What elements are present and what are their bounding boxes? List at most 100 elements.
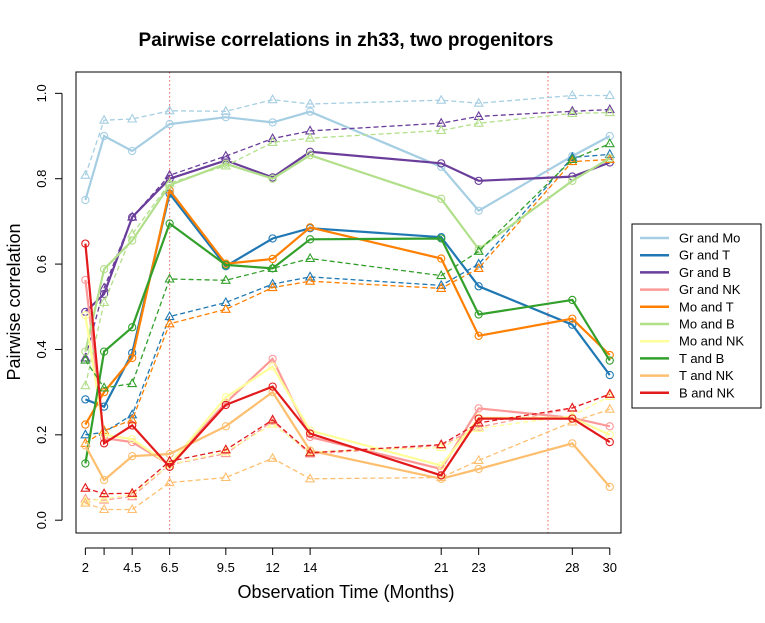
y-tick-label-1: 0.2 [34, 426, 49, 444]
point-triangle-1-8 [473, 258, 484, 268]
point-triangle-8-10 [604, 403, 615, 413]
y-axis: 0.0 0.2 0.4 0.6 0.8 1.0 [34, 84, 63, 529]
point-circle-5-10 [605, 154, 614, 163]
point-triangle-4-6 [304, 275, 316, 285]
point-triangle-0-5 [267, 94, 278, 104]
y-tick-label-2: 0.4 [34, 340, 49, 358]
point-triangle-0-4 [220, 105, 231, 115]
y-tick-label-4: 0.8 [34, 170, 49, 188]
point-triangle-7-1 [98, 382, 110, 392]
point-triangle-9-5 [267, 414, 278, 424]
point-circle-7-2 [128, 323, 137, 332]
point-circle-2-8 [474, 176, 483, 185]
point-triangle-4-2 [127, 414, 138, 424]
point-triangle-5-6 [304, 132, 316, 142]
series-8 [80, 387, 615, 514]
series-solid-line-0 [84, 110, 611, 213]
point-triangle-1-10 [604, 148, 615, 158]
point-triangle-0-2 [127, 113, 138, 123]
point-circle-1-10 [605, 370, 614, 380]
series-dashed-line-6 [85, 395, 611, 502]
point-triangle-8-4 [220, 471, 231, 482]
point-triangle-4-9 [567, 155, 578, 166]
point-circle-4-0 [81, 420, 90, 429]
series-dashed-line-4 [85, 158, 610, 444]
point-triangle-9-1 [98, 488, 110, 498]
point-triangle-5-4 [220, 160, 231, 170]
point-triangle-0-0 [80, 169, 91, 179]
point-circle-8-0 [81, 441, 90, 450]
point-triangle-6-1 [98, 493, 110, 503]
legend-label-4: Mo and T [679, 299, 734, 314]
point-circle-7-3 [165, 219, 174, 228]
point-triangle-5-0 [80, 380, 91, 390]
legend-label-7: T and B [679, 351, 724, 366]
series-5 [80, 106, 615, 390]
point-triangle-0-1 [98, 114, 110, 124]
point-triangle-6-4 [220, 446, 231, 456]
series-9 [80, 239, 615, 498]
point-triangle-6-8 [473, 422, 484, 432]
point-circle-7-10 [605, 356, 614, 365]
point-triangle-9-2 [127, 487, 138, 497]
point-triangle-0-7 [436, 94, 447, 104]
point-triangle-8-3 [164, 476, 175, 487]
point-triangle-4-4 [220, 303, 231, 313]
legend-label-8: T and NK [679, 368, 734, 383]
point-triangle-4-8 [473, 262, 484, 272]
point-circle-9-7 [437, 471, 446, 480]
point-circle-0-3 [165, 119, 174, 129]
point-triangle-2-5 [267, 132, 278, 143]
series-solid-line-4 [84, 187, 611, 426]
series-1 [80, 148, 615, 439]
point-circle-7-9 [568, 295, 577, 305]
point-triangle-5-1 [98, 296, 110, 307]
point-circle-2-7 [437, 159, 446, 168]
point-triangle-9-4 [220, 444, 231, 454]
series-dashed-line-3 [85, 393, 611, 501]
series-solid-line-3 [84, 279, 611, 471]
point-circle-1-8 [474, 282, 483, 291]
point-triangle-6-10 [604, 390, 615, 400]
point-triangle-0-6 [304, 98, 316, 108]
point-triangle-2-1 [98, 282, 110, 292]
point-circle-7-7 [437, 234, 446, 243]
point-circle-4-7 [437, 254, 446, 263]
point-circle-9-1 [99, 439, 109, 448]
point-triangle-9-0 [80, 482, 91, 492]
point-triangle-6-5 [267, 418, 278, 428]
point-circle-0-2 [128, 146, 137, 156]
point-circle-0-8 [474, 206, 483, 215]
point-triangle-7-4 [220, 274, 231, 284]
point-circle-8-8 [474, 464, 483, 474]
point-triangle-7-7 [436, 269, 447, 280]
x-tick-label-0: 2 [82, 560, 89, 575]
point-triangle-7-2 [127, 377, 138, 388]
point-circle-3-8 [474, 404, 483, 413]
point-triangle-7-9 [567, 153, 578, 164]
legend-label-6: Mo and NK [679, 334, 744, 349]
point-triangle-9-7 [436, 438, 447, 449]
point-circle-4-5 [268, 254, 277, 264]
point-circle-6-0 [81, 311, 90, 320]
y-tick-label-3: 0.6 [34, 255, 49, 273]
point-circle-9-4 [221, 400, 230, 410]
point-triangle-5-3 [164, 177, 175, 187]
point-circle-8-2 [128, 452, 137, 461]
point-circle-8-6 [305, 446, 315, 455]
point-circle-5-9 [568, 176, 577, 185]
point-circle-7-1 [99, 347, 109, 356]
x-tick-label-1: 4.5 [123, 560, 141, 575]
point-triangle-6-7 [436, 441, 447, 452]
point-triangle-4-5 [267, 281, 278, 292]
series-solid-line-5 [84, 153, 611, 352]
point-triangle-5-2 [127, 228, 138, 238]
point-circle-9-10 [605, 437, 614, 447]
point-triangle-2-2 [127, 211, 138, 221]
x-tick-label-5: 14 [303, 560, 317, 575]
point-triangle-5-9 [567, 107, 578, 117]
point-circle-7-4 [221, 260, 230, 270]
point-triangle-8-1 [98, 503, 110, 514]
point-triangle-9-8 [473, 417, 484, 427]
